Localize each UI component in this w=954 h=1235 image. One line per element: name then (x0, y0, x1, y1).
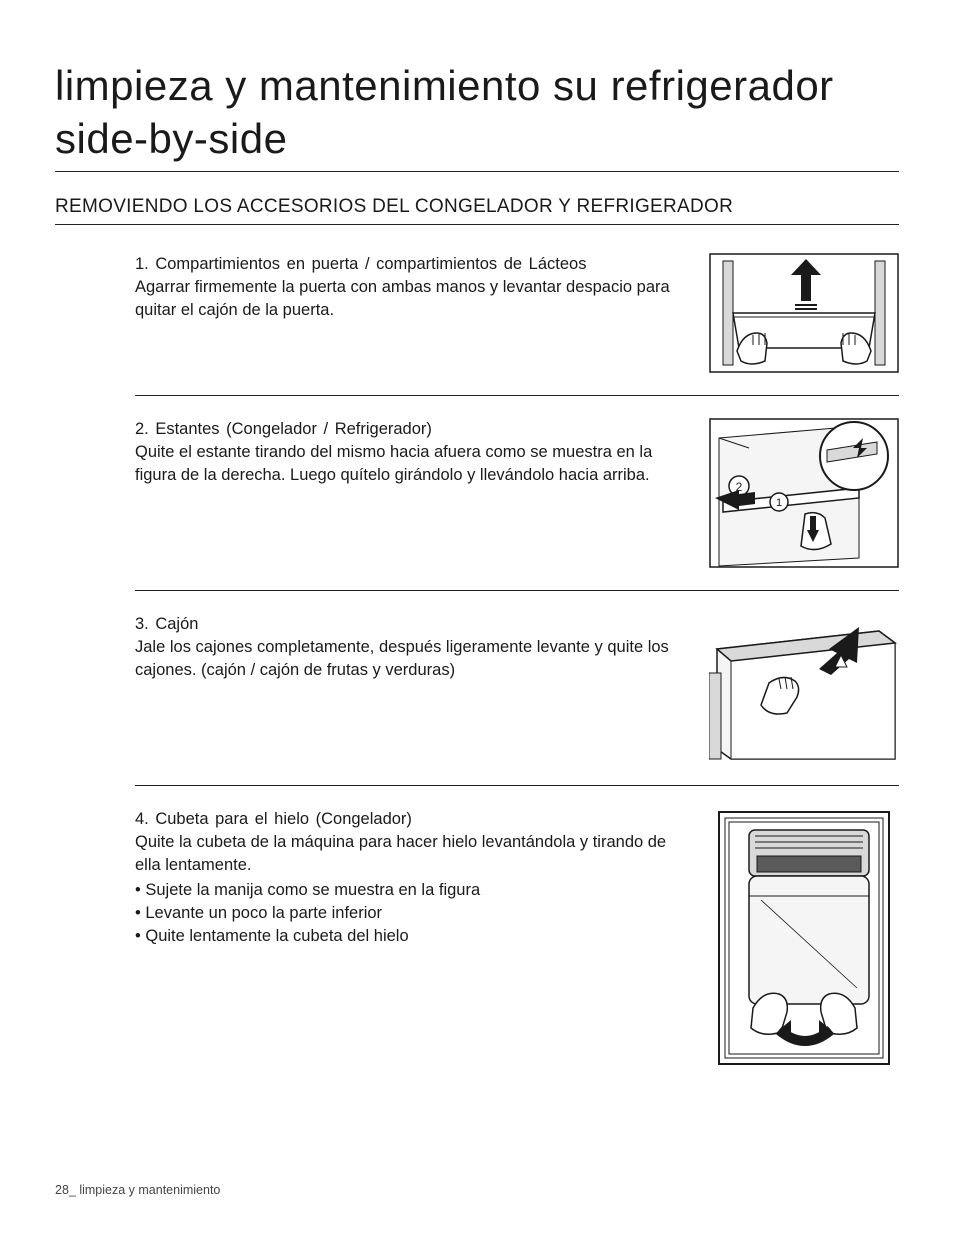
page-title: limpieza y mantenimiento su refrigerador… (55, 60, 899, 172)
figure-ice-bucket (709, 808, 899, 1068)
step-4-body: Quite la cubeta de la máquina para hacer… (135, 833, 666, 874)
page-footer: 28_ limpieza y mantenimiento (55, 1183, 220, 1197)
section-heading: REMOVIENDO LOS ACCESORIOS DEL CONGELADOR… (55, 196, 899, 225)
step-1-text: 1. Compartimientos en puerta / compartim… (135, 253, 687, 373)
step-4-lead: 4. Cubeta para el hielo (Congelador) (135, 810, 412, 828)
callout-1: 1 (776, 497, 782, 509)
step-1-lead: 1. Compartimientos en puerta / compartim… (135, 255, 586, 273)
step-1-body: Agarrar firmemente la puerta con ambas m… (135, 278, 670, 319)
step-4-bullets: Sujete la manija como se muestra en la f… (135, 879, 687, 948)
step-2-lead: 2. Estantes (Congelador / Refrigerador) (135, 420, 432, 438)
step-3-lead: 3. Cajón (135, 615, 198, 633)
step-2-body: Quite el estante tirando del mismo hacia… (135, 443, 652, 484)
figure-door-bin (709, 253, 899, 373)
step-4-bullet-1: Sujete la manija como se muestra en la f… (135, 879, 687, 902)
steps-container: 1. Compartimientos en puerta / compartim… (55, 253, 899, 1090)
step-4-bullet-3: Quite lentamente la cubeta del hielo (135, 925, 687, 948)
step-2: 2. Estantes (Congelador / Refrigerador) … (135, 418, 899, 591)
figure-shelf: 2 1 (709, 418, 899, 568)
step-2-text: 2. Estantes (Congelador / Refrigerador) … (135, 418, 687, 568)
step-3-text: 3. Cajón Jale los cajones completamente,… (135, 613, 687, 763)
step-3-body: Jale los cajones completamente, después … (135, 638, 669, 679)
step-4-bullet-2: Levante un poco la parte inferior (135, 902, 687, 925)
step-4-text: 4. Cubeta para el hielo (Congelador) Qui… (135, 808, 687, 1068)
figure-drawer (709, 613, 899, 763)
step-4: 4. Cubeta para el hielo (Congelador) Qui… (135, 808, 899, 1090)
step-3: 3. Cajón Jale los cajones completamente,… (135, 613, 899, 786)
step-1: 1. Compartimientos en puerta / compartim… (135, 253, 899, 396)
